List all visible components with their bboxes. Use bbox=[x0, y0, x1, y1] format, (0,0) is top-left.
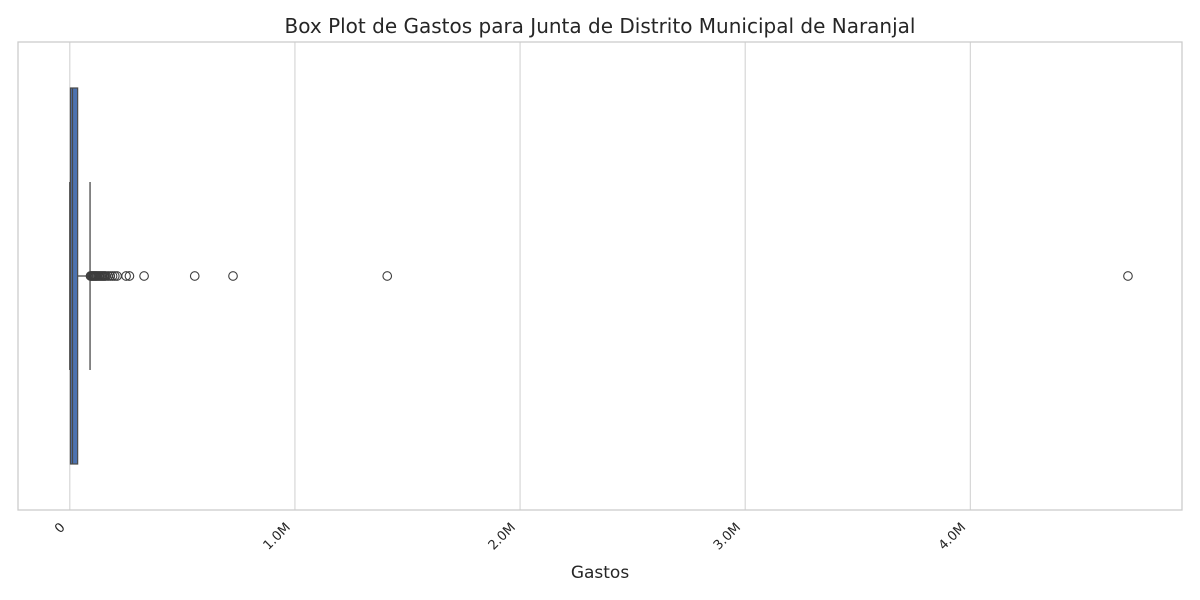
plot-frame bbox=[17, 41, 1183, 511]
outlier-point bbox=[382, 271, 393, 281]
outlier-point bbox=[105, 271, 116, 281]
interquartile-box bbox=[69, 87, 79, 465]
plot-background bbox=[18, 42, 1182, 510]
box-element bbox=[69, 87, 91, 465]
outlier-point bbox=[139, 271, 149, 281]
x-tick-label: 3.0M bbox=[711, 520, 744, 553]
x-tick-labels: 0 1.0M 2.0M 3.0M 4.0M bbox=[52, 520, 969, 553]
x-gridlines bbox=[69, 42, 971, 510]
outlier-point bbox=[228, 271, 238, 281]
outlier-point bbox=[124, 271, 135, 281]
x-tick-label: 1.0M bbox=[261, 520, 294, 553]
outlier-point bbox=[189, 271, 200, 281]
x-tick-label: 2.0M bbox=[486, 520, 519, 553]
outlier-point bbox=[1123, 271, 1133, 281]
x-tick-label: 4.0M bbox=[936, 520, 969, 553]
outlier-point bbox=[109, 271, 120, 281]
outlier-points bbox=[85, 271, 1133, 281]
chart-title: Box Plot de Gastos para Junta de Distrit… bbox=[285, 14, 916, 38]
outlier-point bbox=[121, 271, 131, 281]
outlier-point bbox=[107, 271, 118, 281]
x-tick-label: 0 bbox=[52, 520, 68, 536]
x-axis-label: Gastos bbox=[571, 563, 630, 583]
